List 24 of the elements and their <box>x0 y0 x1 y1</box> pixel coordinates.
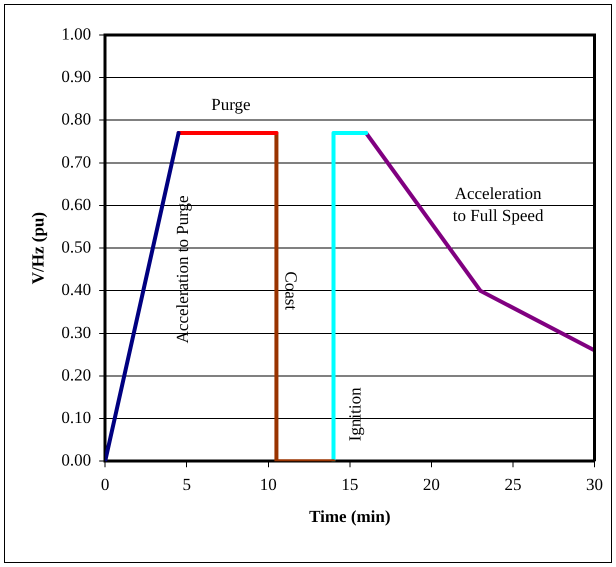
y-tick-label: 0.80 <box>61 110 92 129</box>
y-axis-title: V/Hz (pu) <box>28 212 48 284</box>
y-tick-label: 0.30 <box>61 322 92 342</box>
y-tick-label: 0.70 <box>61 152 92 172</box>
annotation: Acceleration to Full Speed <box>452 184 544 225</box>
y-tick-label: 0.50 <box>61 238 92 257</box>
y-tick-label: 0.20 <box>61 365 92 384</box>
x-tick-label: 0 <box>100 474 110 494</box>
x-tick-label: 25 <box>504 474 522 494</box>
x-tick-label: 15 <box>341 474 358 494</box>
y-tick-label: 0.90 <box>61 67 92 86</box>
y-tick-label: 1.00 <box>61 24 92 44</box>
y-tick-label: 0.00 <box>61 450 92 470</box>
y-tick-label: 0.40 <box>61 280 92 300</box>
y-tick-label: 0.60 <box>61 194 92 214</box>
annotation: Purge <box>211 94 251 114</box>
x-tick-label: 20 <box>422 474 440 494</box>
annotation: Ignition <box>346 386 365 442</box>
y-tick-label: 0.10 <box>61 408 92 428</box>
x-tick-label: 5 <box>182 474 191 494</box>
annotation: Coast <box>282 271 301 310</box>
x-tick-label: 10 <box>260 474 277 494</box>
x-tick-label: 30 <box>586 474 603 494</box>
x-axis-title: Time (min) <box>309 507 391 526</box>
